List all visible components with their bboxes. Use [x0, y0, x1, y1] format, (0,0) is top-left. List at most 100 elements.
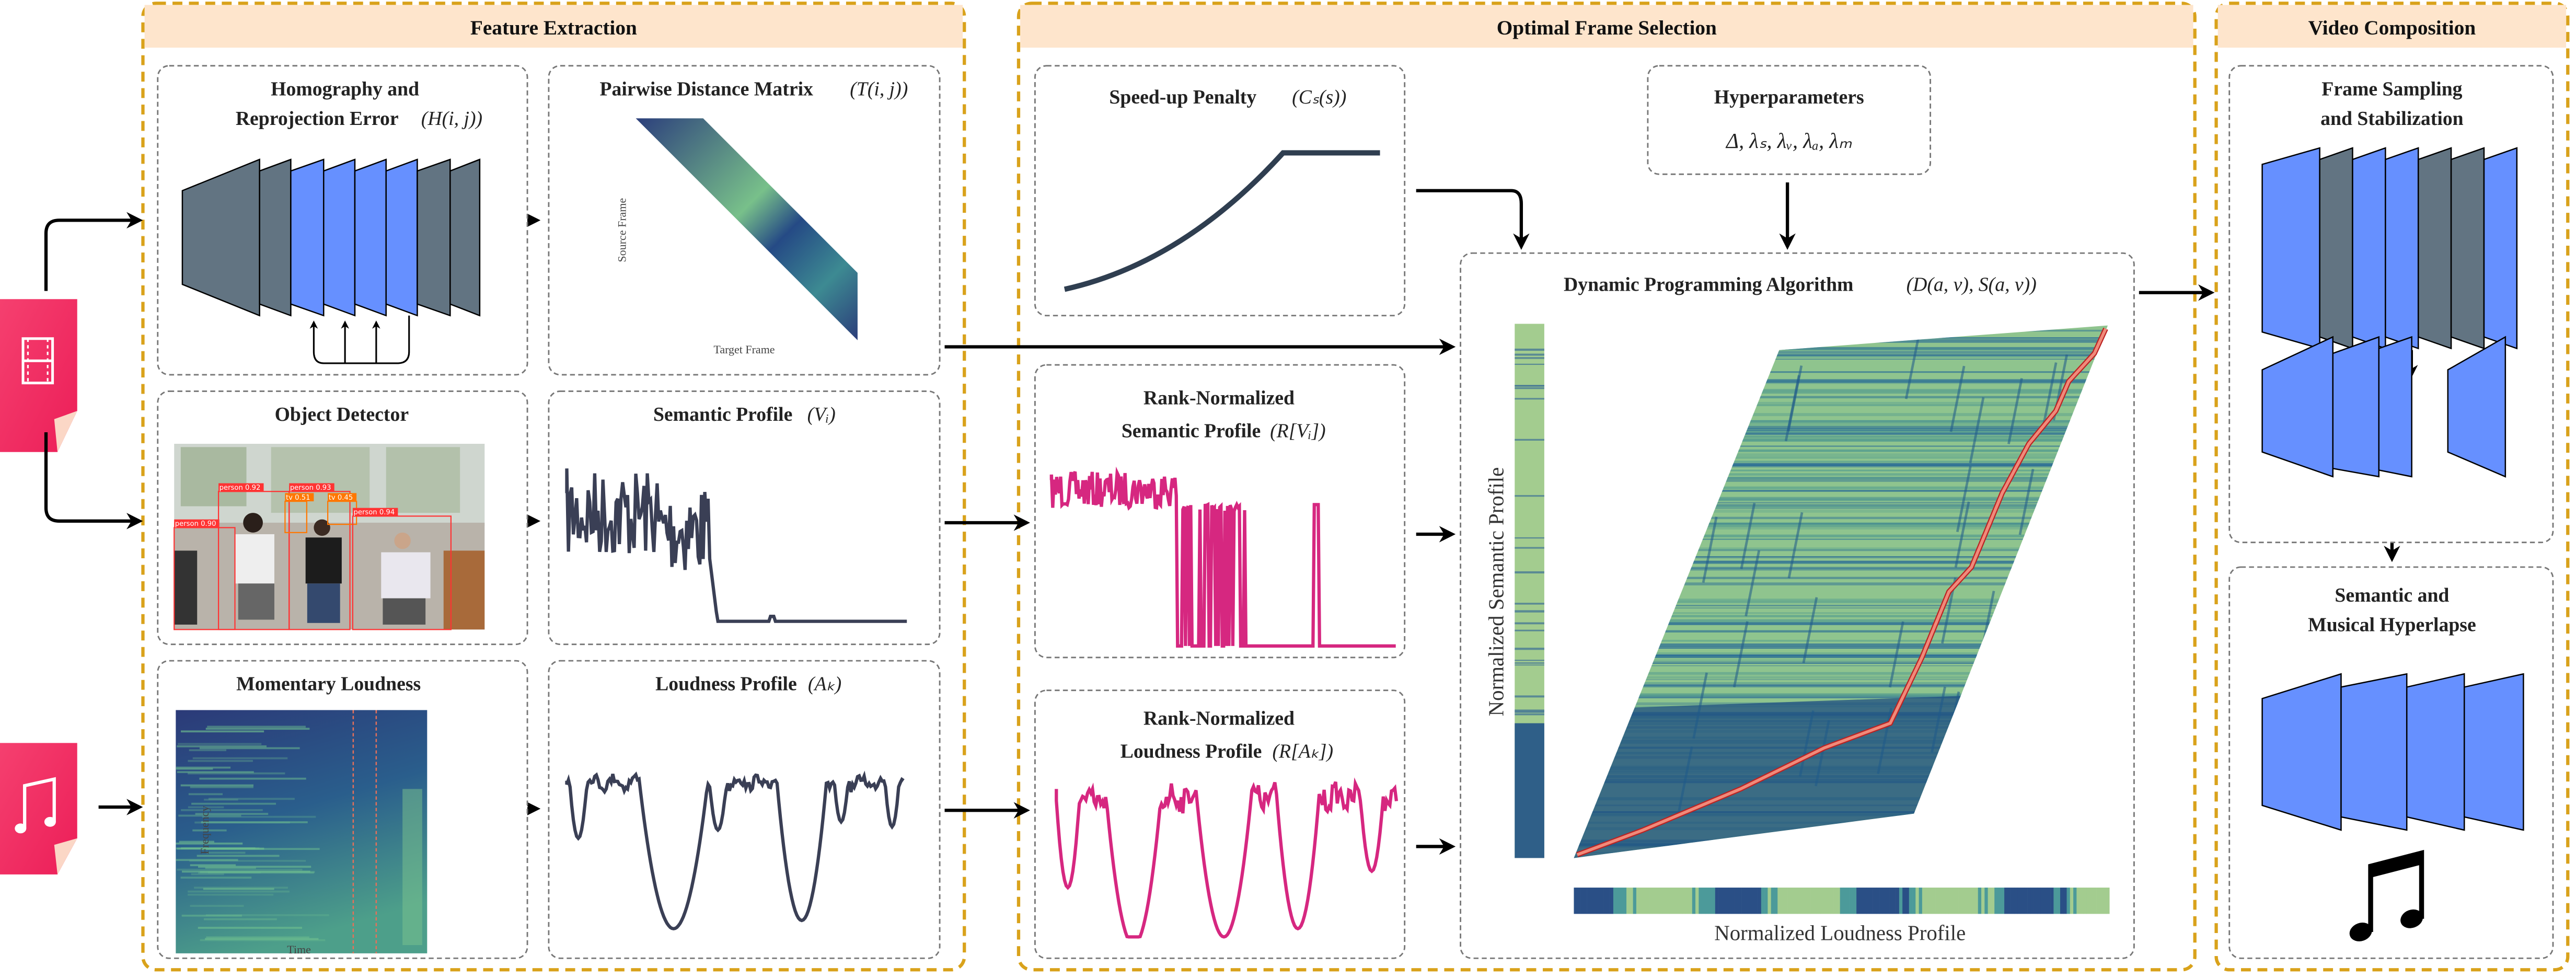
spectrogram-band: [201, 821, 308, 823]
bar-stripe: [1768, 888, 1772, 914]
heatmap-diagonal: [1815, 720, 1830, 787]
heatmap-diagonal: [1740, 503, 1756, 569]
bar-stripe: [2004, 888, 2008, 914]
bar-stripe: [1695, 888, 1699, 914]
bar-stripe: [1515, 398, 1544, 400]
axis-label-y: Source Frame: [616, 198, 629, 262]
bar-stripe: [1646, 888, 1650, 914]
heatmap-row: [1574, 534, 2108, 538]
bar-stripe: [1882, 888, 1887, 914]
heatmap-row: [1574, 685, 2108, 688]
heatmap-diagonal: [1954, 501, 1970, 568]
heatmap-row: [1574, 473, 2108, 476]
detection-label: person 0.90: [175, 520, 216, 528]
heatmap-row: [1574, 438, 2108, 440]
bar-stripe: [1515, 713, 1544, 716]
bar-stripe: [1791, 888, 1795, 914]
bar-stripe: [1515, 537, 1544, 539]
spectrogram-band: [176, 767, 213, 770]
heatmap-row: [1574, 490, 2108, 492]
bar-stripe: [1699, 888, 1702, 914]
bar-stripe: [1676, 888, 1679, 914]
heatmap-row: [1574, 538, 2108, 540]
spectrogram-band: [177, 745, 267, 747]
rank-loudness-line: [1055, 777, 1399, 939]
axis-label-y: Normalized Semantic Profile: [1484, 467, 1508, 717]
heatmap-row: [1574, 503, 2108, 507]
bar-stripe: [1745, 888, 1748, 914]
bar-stripe: [1892, 888, 1896, 914]
bar-stripe: [2014, 888, 2018, 914]
bar-stripe: [1669, 888, 1673, 914]
bar-stripe: [1708, 888, 1712, 914]
box-title: Rank-Normalized: [1143, 387, 1295, 409]
bar-stripe: [1515, 662, 1544, 664]
box-title: Semantic Profile: [653, 404, 792, 425]
bar-stripe: [1748, 888, 1752, 914]
bar-stripe: [2083, 888, 2087, 914]
panel-title: Feature Extraction: [470, 16, 637, 39]
heatmap-diagonal: [1677, 746, 1693, 813]
bar-stripe: [1728, 888, 1732, 914]
spectrogram-band: [198, 927, 302, 929]
bar-stripe: [1827, 888, 1831, 914]
heatmap-row: [1574, 397, 2108, 399]
bar-stripe: [1850, 888, 1854, 914]
heatmap-row: [1574, 694, 2108, 697]
bar-stripe: [1777, 888, 1781, 914]
box-math: (R[Aₖ]): [1272, 741, 1333, 763]
bar-stripe: [1626, 888, 1630, 914]
bar-stripe: [2070, 888, 2074, 914]
bar-stripe: [1889, 888, 1893, 914]
bar-stripe: [2103, 888, 2107, 914]
heatmap-row: [1574, 502, 2108, 503]
spectrogram-band: [197, 855, 280, 857]
detection-photo: [174, 444, 485, 630]
bar-stripe: [1794, 888, 1798, 914]
box-rank-normalized-semantic: Rank-Normalized Semantic Profile (R[Vᵢ]): [1034, 364, 1406, 659]
spectrogram-band: [179, 841, 214, 843]
box-title: Semantic Profile: [1122, 420, 1261, 442]
heatmap-diagonal: [1787, 512, 1804, 579]
spectrogram-band: [203, 888, 274, 890]
box-title: Object Detector: [275, 404, 409, 425]
bar-stripe: [1515, 648, 1544, 650]
bar-stripe: [1682, 888, 1686, 914]
bar-stripe: [1623, 888, 1627, 914]
bar-stripe: [1804, 888, 1808, 914]
heatmap-row: [1574, 505, 2108, 508]
spectrogram-band: [188, 772, 285, 775]
heatmap-row: [1574, 678, 2108, 680]
bar-stripe: [1741, 888, 1745, 914]
bar-stripe: [1912, 888, 1916, 914]
bar-stripe: [1813, 888, 1818, 914]
heatmap-diagonal: [1969, 397, 1985, 464]
box-math: (Vᵢ): [807, 404, 836, 425]
heatmap-row: [1574, 556, 2108, 558]
bar-stripe: [1515, 709, 1544, 712]
box-pairwise-distance-matrix: Pairwise Distance Matrix (T(i, j)) Sourc…: [548, 65, 941, 376]
bar-stripe: [1820, 888, 1824, 914]
bar-stripe: [1515, 664, 1544, 666]
frame-layer: [2340, 673, 2408, 831]
bar-stripe: [1584, 888, 1587, 914]
box-title: Speed-up Penalty: [1109, 86, 1256, 108]
bar-stripe: [1879, 888, 1883, 914]
heatmap-row: [1574, 601, 2108, 603]
bar-stripe: [1603, 888, 1607, 914]
feedback-arrows: [309, 315, 410, 364]
bar-stripe: [1633, 888, 1637, 914]
box-rank-normalized-loudness: Rank-Normalized Loudness Profile (R[Aₖ]): [1034, 689, 1406, 959]
spectrogram-band: [190, 905, 244, 907]
axis-label-x: Target Frame: [713, 343, 775, 356]
heatmap-row: [1574, 390, 2108, 394]
bar-stripe: [2037, 888, 2041, 914]
frame-layer: [2332, 336, 2380, 478]
box-homography: Homography and Reprojection Error (H(i, …: [157, 65, 528, 376]
bar-stripe: [2027, 888, 2031, 914]
bar-stripe: [1978, 888, 1982, 914]
spectrogram-band: [207, 726, 306, 728]
bar-stripe: [1685, 888, 1689, 914]
box-hyperlapse: Semantic and Musical Hyperlapse: [2228, 566, 2554, 959]
heatmap-row: [1574, 607, 2108, 609]
